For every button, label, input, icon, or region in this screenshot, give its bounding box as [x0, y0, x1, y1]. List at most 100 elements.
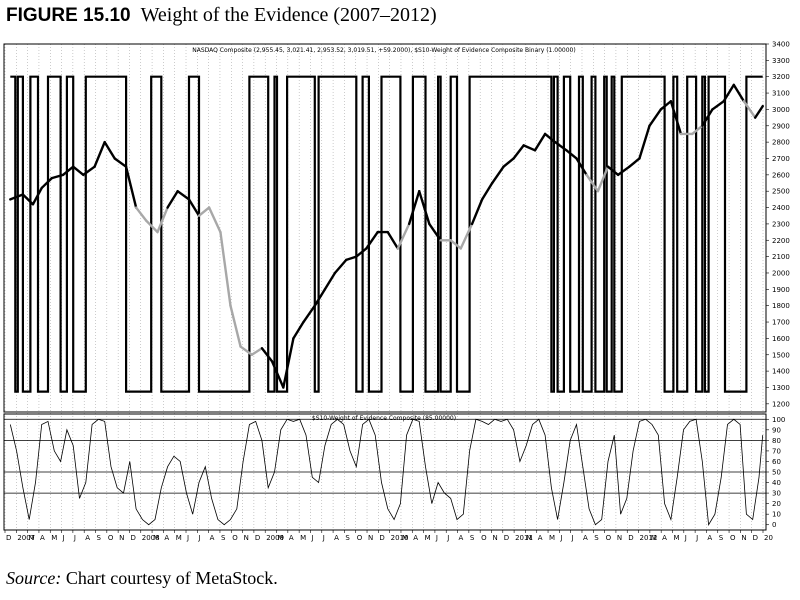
price-line-segment — [93, 140, 106, 168]
date-label: 2008 — [142, 534, 160, 542]
metastock-chart: 1200 1300 1400 1500 1600 1700 1800 1900 2000 2100… — [3, 41, 790, 542]
oscillator-tick-label: 40 — [772, 479, 781, 487]
price-line-segment — [742, 100, 757, 119]
date-label: D — [255, 534, 260, 542]
figure-title: FIGURE 15.10 Weight of the Evidence (2007… — [6, 4, 437, 27]
price-line-segment — [701, 108, 714, 127]
date-label: M — [651, 534, 657, 542]
price-line-segment — [648, 108, 663, 127]
oscillator-line — [9, 418, 764, 526]
date-label: A — [210, 534, 215, 542]
price-line-segment — [449, 239, 462, 250]
oscillator-tick-label: 0 — [772, 521, 776, 529]
price-line-segment — [40, 176, 54, 190]
date-label: A — [538, 534, 543, 542]
price-line-segment — [156, 206, 169, 234]
date-label: J — [559, 534, 562, 542]
source-text: Chart courtesy of MetaStock. — [65, 568, 278, 588]
date-label: A — [707, 534, 712, 542]
price-line-segment — [50, 173, 65, 180]
date-label: J — [62, 534, 65, 542]
price-line-segment — [144, 219, 159, 234]
oscillator-tick-label: 90 — [772, 426, 781, 434]
price-line-segment — [355, 247, 368, 258]
price-tick-label: 2900 — [772, 122, 790, 130]
price-tick-label: 2000 — [772, 269, 790, 277]
date-label: M — [153, 534, 159, 542]
date-label: S — [470, 534, 475, 542]
price-tick-label: 1700 — [772, 319, 790, 327]
price-line-segment — [31, 186, 43, 206]
price-tick-label: 1200 — [772, 400, 790, 408]
date-label: J — [310, 534, 313, 542]
date-label: J — [571, 534, 574, 542]
price-line-segment — [585, 173, 600, 193]
oscillator-tick-label: 50 — [772, 469, 781, 477]
date-label: A — [583, 534, 588, 542]
date-label: M — [300, 534, 306, 542]
price-tick-label: 1500 — [772, 351, 790, 359]
price-tick-label: 2400 — [772, 204, 790, 212]
date-label: O — [481, 534, 487, 542]
date-label: J — [435, 534, 438, 542]
date-label: A — [164, 534, 169, 542]
price-tick-label: 2700 — [772, 155, 790, 163]
price-line-segment — [323, 271, 337, 291]
price-line-segment — [134, 206, 148, 222]
date-label: J — [73, 534, 76, 542]
date-label: N — [617, 534, 622, 542]
vertical-gridlines — [4, 44, 764, 530]
price-tick-label: 2200 — [772, 237, 790, 245]
price-line-segment — [722, 83, 736, 103]
price-tick-label: 2300 — [772, 220, 790, 228]
figure-source: Source: Chart courtesy of MetaStock. — [6, 568, 278, 589]
price-line-segment — [407, 189, 421, 226]
price-line-segment — [72, 165, 85, 177]
oscillator-panel-title: $S10-Weight of Evidence Composite (85.00… — [312, 415, 456, 422]
date-label: M — [673, 534, 679, 542]
date-label: D — [130, 534, 135, 542]
date-label: 2009 — [266, 534, 284, 542]
price-line-segment — [103, 140, 116, 160]
oscillator-tick-label: 30 — [772, 490, 781, 498]
date-label: D — [628, 534, 633, 542]
oscillator-tick-label: 80 — [772, 437, 781, 445]
date-label: D — [504, 534, 509, 542]
price-line-segment — [9, 193, 25, 201]
figure-label: FIGURE 15.10 — [6, 5, 131, 26]
date-label: M — [278, 534, 284, 542]
date-label: D — [753, 534, 758, 542]
date-label: J — [197, 534, 200, 542]
price-line-segment — [302, 304, 316, 324]
price-tick-label: 1400 — [772, 368, 790, 376]
date-label: M — [176, 534, 182, 542]
price-line-segment — [260, 347, 274, 363]
price-line-segment — [229, 304, 242, 348]
date-label: S — [719, 534, 724, 542]
price-line-segment — [616, 165, 631, 177]
date-label: 2007 — [17, 534, 35, 542]
price-line-segment — [197, 206, 211, 217]
price-line-segment — [82, 165, 96, 177]
price-line-segment — [270, 360, 285, 389]
date-label: M — [549, 534, 555, 542]
oscillator-tick-label: 20 — [772, 500, 781, 508]
oscillator-tick-label: 60 — [772, 458, 781, 466]
price-line-segment — [428, 222, 442, 242]
date-label: J — [684, 534, 687, 542]
price-line-segment — [470, 198, 484, 226]
date-label: A — [40, 534, 45, 542]
date-label: A — [289, 534, 294, 542]
price-line-segment — [596, 165, 610, 193]
price-line-segment — [533, 132, 547, 152]
price-line-segment — [61, 165, 75, 177]
price-tick-label: 2500 — [772, 188, 790, 196]
price-line-segment — [753, 104, 764, 119]
date-label: 20 — [764, 534, 773, 542]
date-label: A — [459, 534, 464, 542]
date-label: N — [368, 534, 373, 542]
price-line-segment — [565, 149, 578, 160]
price-tick-label: 3300 — [772, 57, 790, 65]
date-label: A — [413, 534, 418, 542]
price-panel-border — [3, 43, 767, 413]
